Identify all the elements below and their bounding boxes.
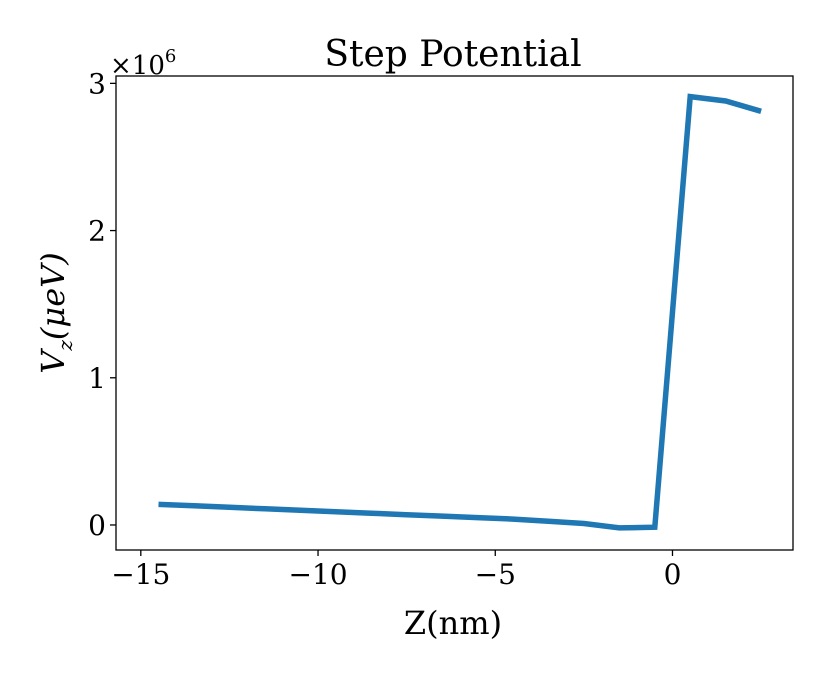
y-tick-label: 0 <box>88 509 106 542</box>
plot-frame <box>115 75 794 551</box>
x-axis-ticks: −15 −10 −5 0 <box>111 550 681 591</box>
y-axis-label-unit: (μeV) <box>34 252 72 340</box>
y-tick-label: 2 <box>88 215 106 248</box>
x-tick-label: −10 <box>288 558 347 591</box>
y-axis-ticks: 0 1 2 3 <box>88 67 116 542</box>
y-axis-label: Vz(μeV) <box>34 252 77 373</box>
x-tick-label: −5 <box>475 558 516 591</box>
y-multiplier-exponent: 6 <box>165 46 176 67</box>
x-tick-label: 0 <box>664 558 682 591</box>
x-axis-label: Z(nm) <box>404 604 502 642</box>
y-tick-label: 3 <box>88 67 106 100</box>
y-axis-label-symbol: V <box>34 348 72 374</box>
chart-title: Step Potential <box>324 34 581 75</box>
plot-area <box>158 93 762 531</box>
y-tick-label: 1 <box>88 362 106 395</box>
svg-text:Vz(μeV): Vz(μeV) <box>34 252 77 373</box>
x-tick-label: −15 <box>111 558 170 591</box>
series-line-0 <box>158 93 762 531</box>
y-axis-label-subscript: z <box>53 340 77 352</box>
